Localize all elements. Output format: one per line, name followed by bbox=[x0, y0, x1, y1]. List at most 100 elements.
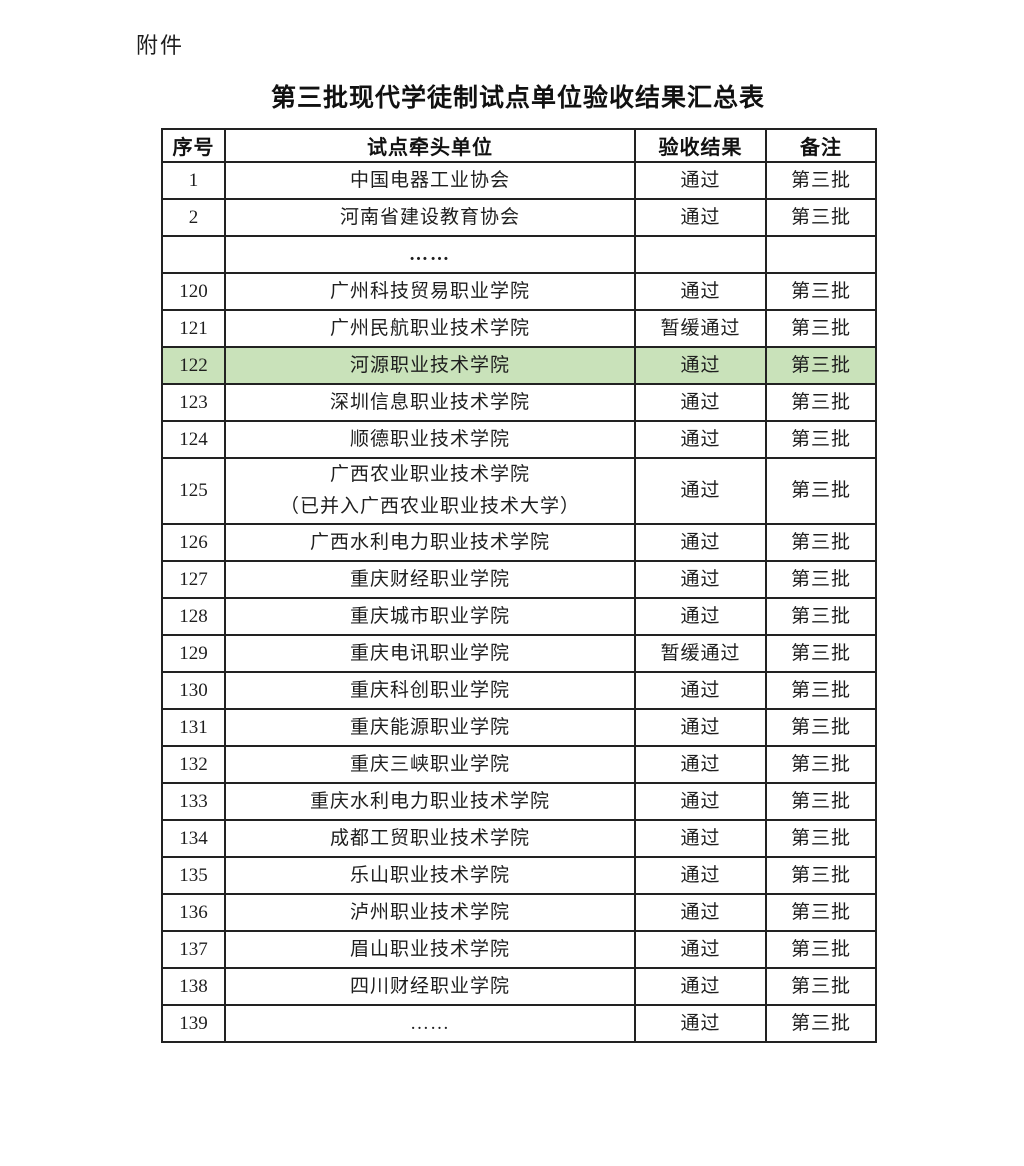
cell-pilot-lead-unit: 重庆城市职业学院 bbox=[224, 597, 636, 636]
cell-remarks: 第三批 bbox=[765, 745, 877, 784]
cell-acceptance-result: 通过 bbox=[634, 198, 767, 237]
cell-pilot-lead-unit: 重庆能源职业学院 bbox=[224, 708, 636, 747]
cell-acceptance-result: 通过 bbox=[634, 745, 767, 784]
cell-acceptance-result: 通过 bbox=[634, 560, 767, 599]
cell-remarks: 第三批 bbox=[765, 708, 877, 747]
table-row: 130 重庆科创职业学院 通过 第三批 bbox=[161, 671, 877, 710]
cell-acceptance-result: 通过 bbox=[634, 523, 767, 562]
cell-pilot-lead-unit: 重庆电讯职业学院 bbox=[224, 634, 636, 673]
cell-acceptance-result: 暂缓通过 bbox=[634, 309, 767, 348]
cell-remarks bbox=[765, 235, 877, 274]
cell-serial-number: 132 bbox=[161, 745, 226, 784]
table-row: 122 河源职业技术学院 通过 第三批 bbox=[161, 346, 877, 385]
cell-serial-number: 139 bbox=[161, 1004, 226, 1043]
cell-serial-number: 2 bbox=[161, 198, 226, 237]
cell-serial-number: 125 bbox=[161, 457, 226, 525]
table-row: 137 眉山职业技术学院 通过 第三批 bbox=[161, 930, 877, 969]
cell-remarks: 第三批 bbox=[765, 856, 877, 895]
table-row: 123 深圳信息职业技术学院 通过 第三批 bbox=[161, 383, 877, 422]
cell-serial-number: 134 bbox=[161, 819, 226, 858]
table-row: 133 重庆水利电力职业技术学院 通过 第三批 bbox=[161, 782, 877, 821]
table-row: 138 四川财经职业学院 通过 第三批 bbox=[161, 967, 877, 1006]
cell-acceptance-result: 通过 bbox=[634, 457, 767, 525]
cell-acceptance-result: 通过 bbox=[634, 930, 767, 969]
cell-pilot-lead-unit: 重庆水利电力职业技术学院 bbox=[224, 782, 636, 821]
cell-remarks: 第三批 bbox=[765, 198, 877, 237]
cell-pilot-lead-unit: 顺德职业技术学院 bbox=[224, 420, 636, 459]
cell-pilot-lead-unit: 眉山职业技术学院 bbox=[224, 930, 636, 969]
cell-serial-number: 135 bbox=[161, 856, 226, 895]
table-row: 132 重庆三峡职业学院 通过 第三批 bbox=[161, 745, 877, 784]
cell-pilot-lead-unit: 四川财经职业学院 bbox=[224, 967, 636, 1006]
cell-serial-number: 121 bbox=[161, 309, 226, 348]
cell-remarks: 第三批 bbox=[765, 272, 877, 311]
table-row: 120 广州科技贸易职业学院 通过 第三批 bbox=[161, 272, 877, 311]
cell-acceptance-result: 通过 bbox=[634, 346, 767, 385]
cell-pilot-lead-unit: …… bbox=[224, 235, 636, 274]
cell-acceptance-result: 通过 bbox=[634, 161, 767, 200]
cell-serial-number bbox=[161, 235, 226, 274]
cell-remarks: 第三批 bbox=[765, 967, 877, 1006]
cell-remarks: 第三批 bbox=[765, 309, 877, 348]
cell-serial-number: 127 bbox=[161, 560, 226, 599]
table-header-row: 序号 试点牵头单位 验收结果 备注 bbox=[161, 128, 877, 163]
cell-pilot-lead-unit: 广州科技贸易职业学院 bbox=[224, 272, 636, 311]
cell-pilot-lead-unit: 深圳信息职业技术学院 bbox=[224, 383, 636, 422]
cell-pilot-lead-unit: 广西水利电力职业技术学院 bbox=[224, 523, 636, 562]
table-row: 126 广西水利电力职业技术学院 通过 第三批 bbox=[161, 523, 877, 562]
cell-serial-number: 137 bbox=[161, 930, 226, 969]
cell-pilot-lead-unit: 广西农业职业技术学院 （已并入广西农业职业技术大学） bbox=[224, 457, 636, 525]
cell-serial-number: 124 bbox=[161, 420, 226, 459]
table-row: 124 顺德职业技术学院 通过 第三批 bbox=[161, 420, 877, 459]
table-row: 131 重庆能源职业学院 通过 第三批 bbox=[161, 708, 877, 747]
cell-remarks: 第三批 bbox=[765, 893, 877, 932]
cell-remarks: 第三批 bbox=[765, 634, 877, 673]
cell-acceptance-result: 通过 bbox=[634, 420, 767, 459]
cell-acceptance-result: 通过 bbox=[634, 1004, 767, 1043]
cell-serial-number: 123 bbox=[161, 383, 226, 422]
table-row: 128 重庆城市职业学院 通过 第三批 bbox=[161, 597, 877, 636]
cell-acceptance-result: 通过 bbox=[634, 671, 767, 710]
cell-remarks: 第三批 bbox=[765, 161, 877, 200]
cell-acceptance-result: 通过 bbox=[634, 383, 767, 422]
cell-remarks: 第三批 bbox=[765, 819, 877, 858]
cell-remarks: 第三批 bbox=[765, 457, 877, 525]
cell-pilot-lead-unit: 河南省建设教育协会 bbox=[224, 198, 636, 237]
table-row: 136 泸州职业技术学院 通过 第三批 bbox=[161, 893, 877, 932]
cell-acceptance-result bbox=[634, 235, 767, 274]
cell-acceptance-result: 通过 bbox=[634, 708, 767, 747]
cell-serial-number: 131 bbox=[161, 708, 226, 747]
table-row: 135 乐山职业技术学院 通过 第三批 bbox=[161, 856, 877, 895]
cell-pilot-lead-unit: 广州民航职业技术学院 bbox=[224, 309, 636, 348]
cell-remarks: 第三批 bbox=[765, 420, 877, 459]
table-row: 127 重庆财经职业学院 通过 第三批 bbox=[161, 560, 877, 599]
table-row: 1 中国电器工业协会 通过 第三批 bbox=[161, 161, 877, 200]
cell-acceptance-result: 通过 bbox=[634, 782, 767, 821]
cell-remarks: 第三批 bbox=[765, 523, 877, 562]
cell-remarks: 第三批 bbox=[765, 346, 877, 385]
cell-pilot-lead-unit: 成都工贸职业技术学院 bbox=[224, 819, 636, 858]
result-table: 序号 试点牵头单位 验收结果 备注 1 中国电器工业协会 通过 第三批 2 河南省建设教育… bbox=[161, 128, 877, 1043]
cell-remarks: 第三批 bbox=[765, 671, 877, 710]
cell-serial-number: 138 bbox=[161, 967, 226, 1006]
header-acceptance-result: 验收结果 bbox=[634, 128, 767, 163]
cell-remarks: 第三批 bbox=[765, 597, 877, 636]
cell-acceptance-result: 通过 bbox=[634, 272, 767, 311]
table-row: 129 重庆电讯职业学院 暂缓通过 第三批 bbox=[161, 634, 877, 673]
cell-remarks: 第三批 bbox=[765, 782, 877, 821]
cell-acceptance-result: 通过 bbox=[634, 893, 767, 932]
cell-serial-number: 130 bbox=[161, 671, 226, 710]
cell-serial-number: 122 bbox=[161, 346, 226, 385]
cell-pilot-lead-unit: 中国电器工业协会 bbox=[224, 161, 636, 200]
cell-pilot-lead-unit: 河源职业技术学院 bbox=[224, 346, 636, 385]
page-title: 第三批现代学徒制试点单位验收结果汇总表 bbox=[270, 84, 765, 112]
cell-acceptance-result: 通过 bbox=[634, 856, 767, 895]
cell-acceptance-result: 通过 bbox=[634, 967, 767, 1006]
table-row: 125 广西农业职业技术学院 （已并入广西农业职业技术大学） 通过 第三批 bbox=[161, 457, 877, 525]
cell-pilot-lead-unit: …… bbox=[224, 1004, 636, 1043]
cell-remarks: 第三批 bbox=[765, 1004, 877, 1043]
cell-serial-number: 133 bbox=[161, 782, 226, 821]
cell-serial-number: 120 bbox=[161, 272, 226, 311]
attachment-label: 附件 bbox=[136, 33, 185, 58]
